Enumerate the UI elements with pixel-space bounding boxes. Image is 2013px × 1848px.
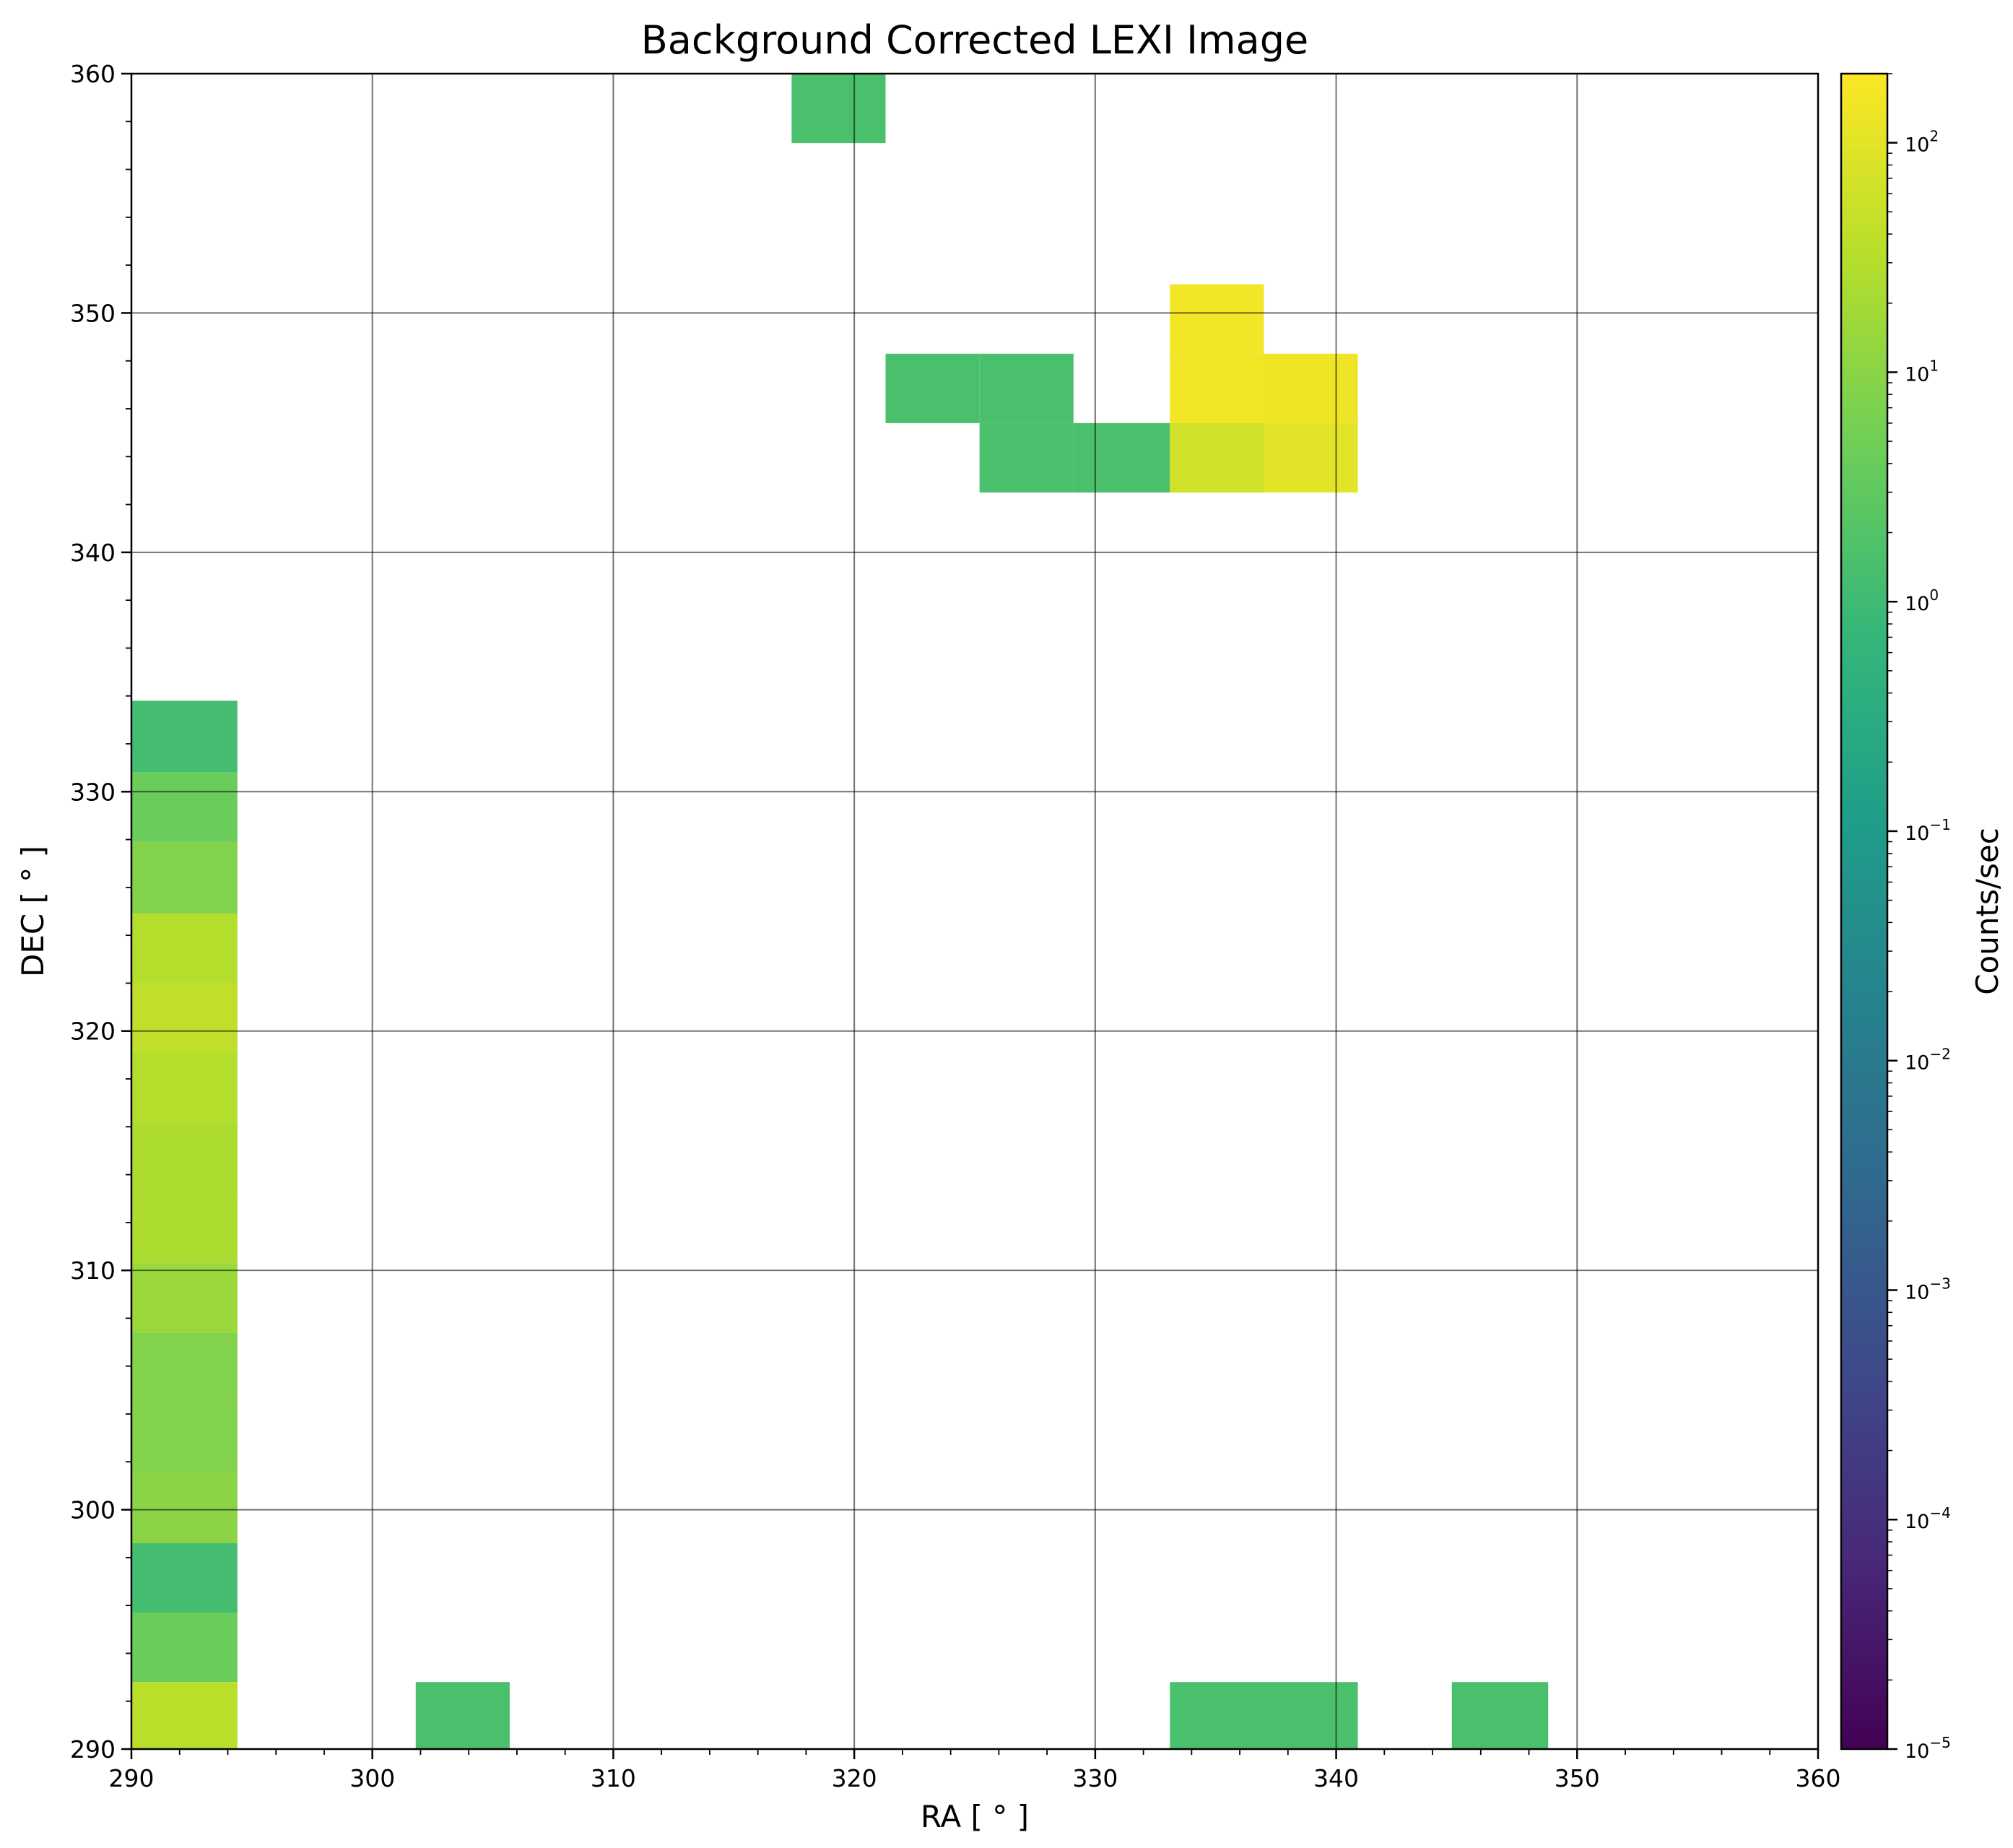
- colorbar-frame: [1840, 72, 1889, 1751]
- plot-area: [130, 72, 1819, 1751]
- colorbar-tick-label: 10−5: [1905, 1734, 1951, 1763]
- x-tick-label: 300: [349, 1764, 395, 1792]
- colorbar-tick-label: 10−2: [1905, 1046, 1951, 1075]
- heatmap-cell: [131, 1682, 238, 1749]
- heatmap-cell: [131, 914, 238, 984]
- heatmap-cell: [979, 422, 1074, 493]
- x-tick-label: 350: [1555, 1764, 1600, 1792]
- x-tick-label: 330: [1072, 1764, 1118, 1792]
- heatmap-cell: [131, 1543, 238, 1613]
- x-tick-label: 320: [832, 1764, 877, 1792]
- heatmap-cell: [131, 1471, 238, 1543]
- heatmap-cell: [131, 1052, 238, 1122]
- heatmap-cell: [131, 1402, 238, 1472]
- heatmap-cell: [131, 1613, 238, 1683]
- heatmap-cell: [1264, 422, 1358, 493]
- colorbar-tick-label: 102: [1905, 128, 1939, 157]
- heatmap-cell: [131, 1122, 238, 1194]
- heatmap-cell: [131, 1263, 238, 1333]
- x-tick-label: 340: [1313, 1764, 1359, 1792]
- heatmap-cell: [1451, 1682, 1549, 1749]
- x-tick-label: 360: [1796, 1764, 1841, 1792]
- colorbar-ticks: 10−5 10−4 10−3 10−2 10−1 100 101 102: [1887, 73, 1951, 1763]
- heatmap-cell: [885, 353, 980, 423]
- heatmap-cell: [131, 841, 238, 914]
- heatmap-cell: [1170, 353, 1264, 423]
- x-tick-label: 290: [109, 1764, 155, 1792]
- x-tick-label: 310: [591, 1764, 636, 1792]
- x-axis-label: RA [ ° ]: [921, 1799, 1029, 1834]
- colorbar-gradient: [1841, 74, 1887, 1749]
- y-tick-label: 290: [70, 1735, 116, 1764]
- heatmap-cell: [131, 772, 238, 842]
- y-tick-label: 320: [70, 1018, 116, 1046]
- heatmap-cell: [979, 353, 1074, 423]
- y-tick-label: 340: [70, 539, 116, 567]
- y-tick-label: 310: [70, 1257, 116, 1285]
- colorbar-tick-label: 101: [1905, 357, 1939, 386]
- heatmap-cell: [1170, 422, 1264, 493]
- heatmap-cell: [131, 1194, 238, 1264]
- plot-frame: [130, 72, 1819, 1751]
- colorbar-tick-label: 10−1: [1905, 816, 1951, 845]
- heatmap-cell: [1073, 422, 1170, 493]
- y-tick-label: 360: [70, 60, 116, 88]
- y-axis: 290 300 310 320 330 340 350 360: [70, 60, 131, 1764]
- heatmap-cell: [131, 983, 238, 1053]
- heatmap-cell: [415, 1682, 510, 1749]
- y-tick-label: 350: [70, 299, 116, 327]
- heatmap-cell: [1264, 1682, 1358, 1749]
- heatmap-cell: [1170, 284, 1264, 354]
- x-axis: 290 300 310 320 330 340 350 360: [109, 1749, 1841, 1792]
- colorbar-tick-label: 10−3: [1905, 1275, 1951, 1303]
- y-tick-label: 300: [70, 1496, 116, 1524]
- heatmap-cell: [1264, 353, 1358, 423]
- plot-background: [131, 74, 1818, 1749]
- heatmap-cell: [791, 74, 886, 144]
- y-tick-label: 330: [70, 778, 116, 806]
- y-axis-label: DEC [ ° ]: [15, 846, 51, 977]
- colorbar-label: Counts/sec: [1970, 828, 2005, 995]
- heatmap-cell: [131, 700, 238, 773]
- heatmap-cell: [131, 1332, 238, 1402]
- colorbar-tick-label: 100: [1905, 586, 1939, 615]
- colorbar: 10−5 10−4 10−3 10−2 10−1 100 101 102 Counts/sec: [1840, 72, 2005, 1763]
- heatmap-cells: [131, 74, 1549, 1749]
- colorbar-tick-label: 10−4: [1905, 1504, 1951, 1533]
- chart-title: Background Corrected LEXI Image: [641, 17, 1309, 63]
- heatmap-cell: [1170, 1682, 1264, 1749]
